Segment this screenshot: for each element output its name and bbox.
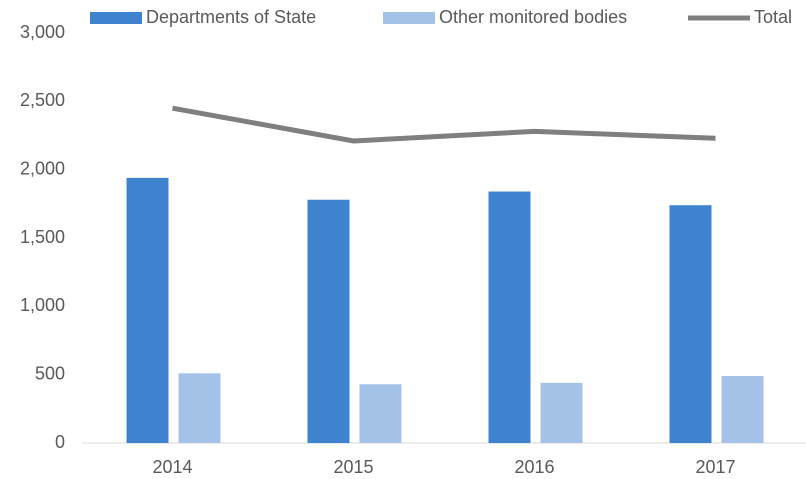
bar: [488, 191, 531, 443]
bar: [178, 373, 221, 443]
bar: [540, 382, 583, 443]
legend-swatch: [383, 12, 435, 24]
legend-label: Other monitored bodies: [439, 7, 627, 27]
y-tick-label: 0: [55, 432, 65, 452]
bar: [359, 384, 402, 443]
y-tick-label: 1,000: [20, 295, 65, 315]
y-tick-label: 3,000: [20, 22, 65, 42]
x-tick-label: 2014: [152, 457, 192, 477]
x-tick-label: 2016: [514, 457, 554, 477]
bar: [669, 205, 712, 443]
bar: [126, 177, 169, 443]
y-tick-label: 500: [35, 363, 65, 383]
y-tick-label: 2,000: [20, 158, 65, 178]
y-tick-label: 2,500: [20, 90, 65, 110]
bar: [721, 376, 764, 443]
x-tick-label: 2017: [695, 457, 735, 477]
y-tick-label: 1,500: [20, 227, 65, 247]
x-tick-label: 2015: [333, 457, 373, 477]
legend-label: Total: [754, 7, 792, 27]
bar: [307, 199, 350, 443]
legend-label: Departments of State: [146, 7, 316, 27]
legend-swatch: [90, 12, 142, 24]
line: [172, 105, 716, 144]
